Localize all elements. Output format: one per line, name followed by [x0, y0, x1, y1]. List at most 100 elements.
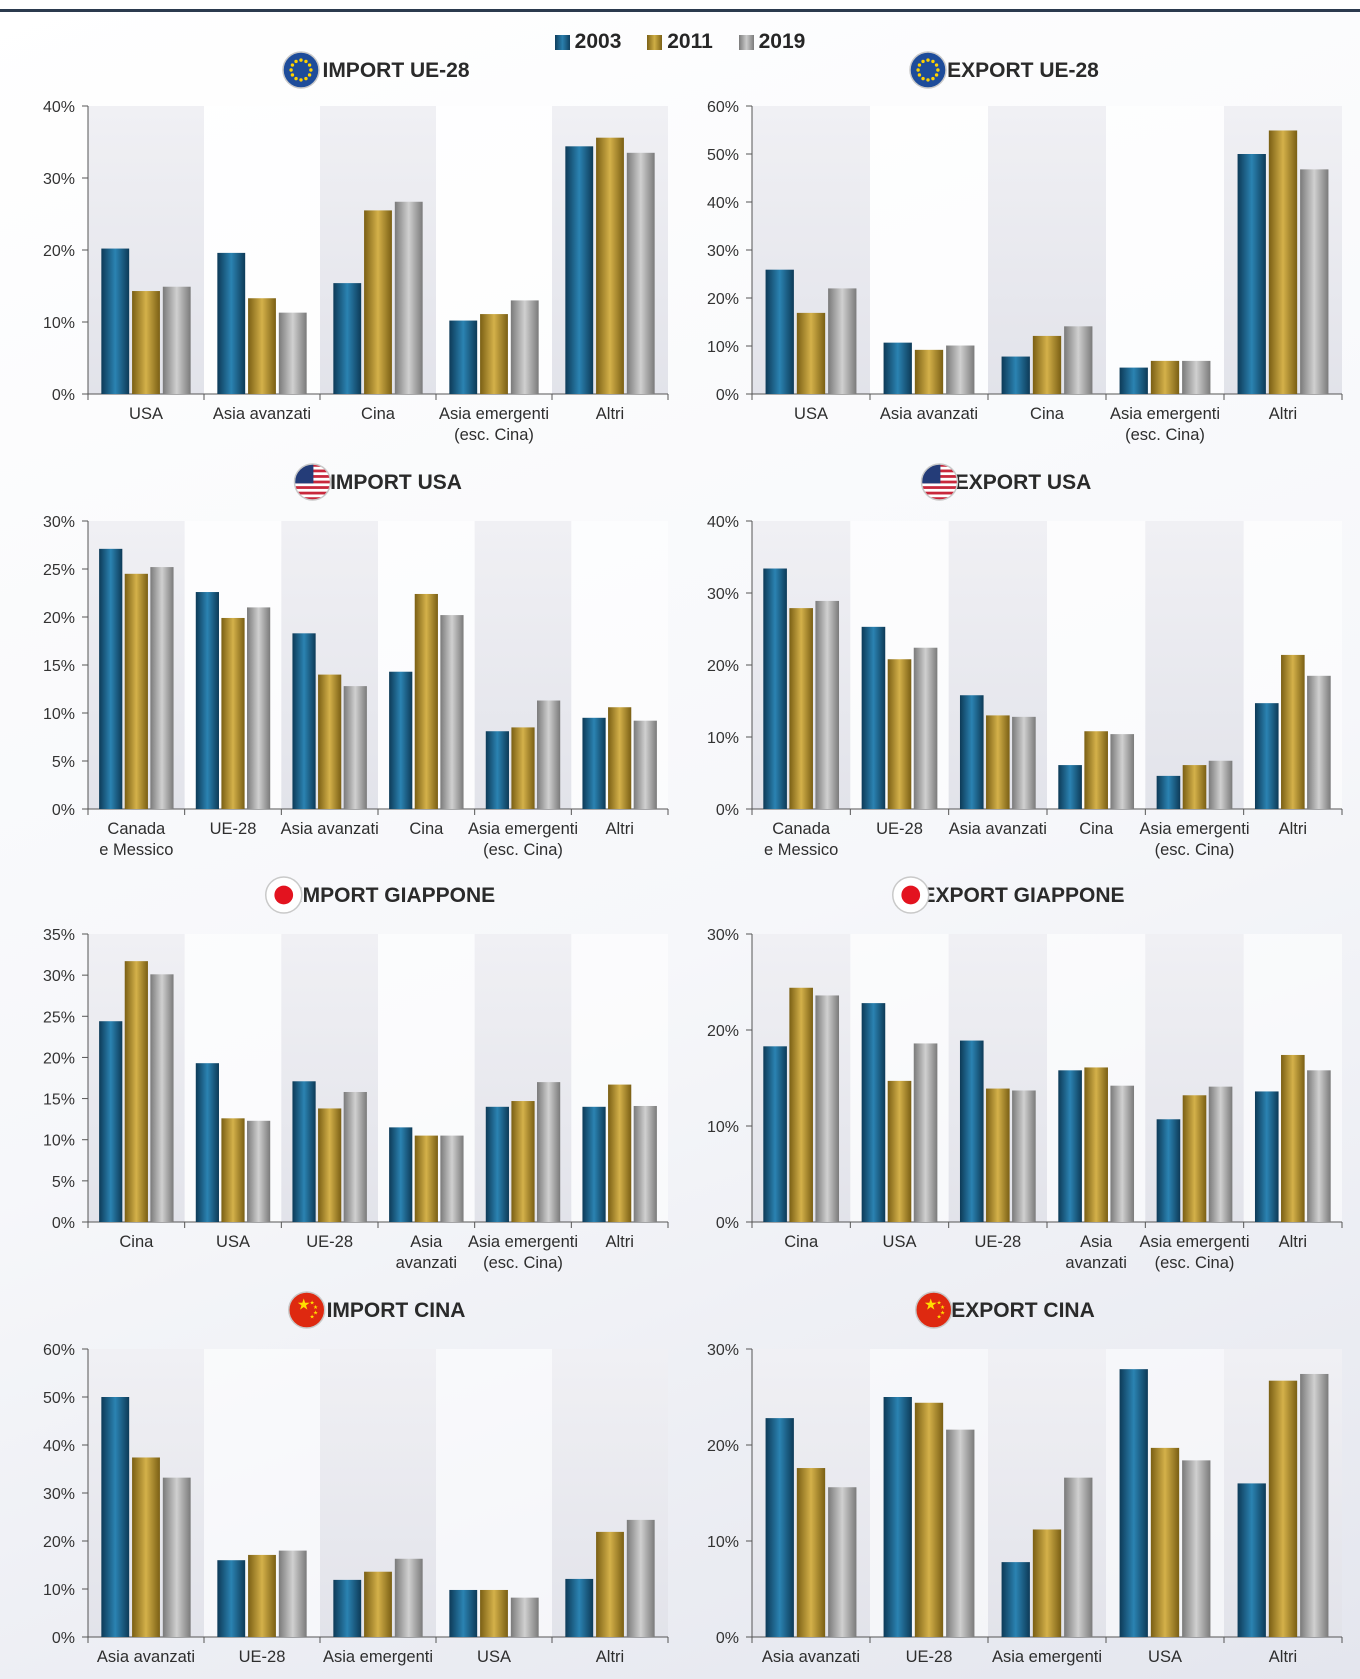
eu-flag-star	[309, 68, 313, 72]
bar-2011	[364, 1571, 392, 1637]
category-label: Asia avanzati	[762, 1648, 860, 1666]
flag-rim	[265, 876, 303, 914]
us-flag-stripe	[294, 497, 331, 500]
bar-2019	[946, 1429, 975, 1637]
bar-2003	[389, 671, 413, 809]
china-flag-small-star: ★	[940, 1310, 945, 1317]
japan-flag-sun	[901, 885, 921, 905]
bar-2011	[986, 1088, 1010, 1222]
category-label: Asia emergenti	[468, 1233, 578, 1251]
y-tick-label: 0%	[52, 1215, 75, 1232]
category-label: (esc. Cina)	[454, 426, 534, 444]
y-tick-label: 30%	[707, 586, 739, 603]
legend: 2003 2011 2019	[0, 30, 1360, 56]
y-tick-label: 30%	[707, 1342, 739, 1359]
bar-2003	[1119, 367, 1148, 394]
category-label: Asia	[1080, 1233, 1113, 1251]
bar-2003	[959, 695, 984, 809]
legend-swatch-2019	[738, 34, 754, 50]
eu-flag-star	[307, 63, 312, 67]
y-tick-label: 20%	[43, 610, 75, 627]
category-label: Cina	[361, 405, 396, 423]
bar-2019	[537, 1082, 561, 1222]
bar-2003	[765, 269, 794, 394]
y-tick-label: 40%	[43, 99, 75, 116]
bar-2003	[1001, 1562, 1030, 1637]
bar-2003	[333, 283, 362, 394]
bar-2003	[101, 248, 130, 394]
bar-2003	[195, 592, 219, 809]
eu-flag-star	[917, 63, 922, 67]
bar-2011	[596, 1531, 624, 1637]
bar-2011	[318, 674, 342, 809]
category-label: Altri	[605, 1233, 633, 1251]
bar-2011	[1032, 335, 1062, 394]
category-label: UE-28	[210, 820, 257, 838]
japan-flag-icon	[265, 877, 302, 913]
bar-2019	[440, 1135, 464, 1222]
chart-title: EXPORT CINA	[951, 1299, 1095, 1322]
y-tick-label: 30%	[707, 243, 739, 260]
bar-2019	[510, 300, 539, 394]
us-flag-icon	[921, 464, 958, 500]
bar-2019	[913, 1043, 938, 1222]
bar-2019	[1110, 734, 1135, 809]
eu-flag-star	[926, 78, 930, 82]
bar-2011	[608, 1084, 632, 1222]
category-label: Altri	[1269, 1648, 1297, 1666]
bar-2011	[1268, 1380, 1298, 1637]
y-tick-label: 10%	[43, 1582, 75, 1599]
y-tick-label: 0%	[716, 802, 739, 819]
bar-2019	[162, 286, 191, 394]
bar-2003	[99, 548, 123, 809]
bar-2011	[1084, 731, 1108, 809]
legend-label-2019: 2019	[758, 30, 806, 53]
y-tick-label: 35%	[43, 927, 75, 944]
bar-2019	[1208, 760, 1233, 809]
bar-2003	[389, 1127, 413, 1222]
china-flag-icon: ★★★★★	[288, 1292, 325, 1328]
top-rule	[0, 0, 1360, 12]
chart-title: IMPORT GIAPPONE	[297, 884, 495, 907]
category-label: USA	[883, 1233, 917, 1251]
bar-2003	[1058, 765, 1082, 809]
bar-2019	[1064, 326, 1093, 394]
bar-2011	[789, 608, 813, 809]
us-flag-stripe	[921, 497, 958, 500]
china-flag-big-star: ★	[297, 1296, 311, 1314]
china-flag-field	[288, 1292, 325, 1328]
category-label: Asia emergenti	[1139, 820, 1249, 838]
chart-import-usa: IMPORT USA 0% 5% 10% 15% 20% 25% 30% Canada e Mes…	[43, 463, 669, 859]
y-tick-label: 30%	[43, 1486, 75, 1503]
y-tick-label: 10%	[43, 1133, 75, 1150]
bar-2011	[1182, 765, 1207, 809]
category-label: Cina	[409, 820, 444, 838]
bar-2019	[343, 1091, 367, 1222]
bar-2003	[1119, 1369, 1148, 1637]
y-tick-label: 20%	[707, 291, 739, 308]
us-flag-stripe	[294, 491, 331, 495]
y-tick-label: 30%	[43, 514, 75, 531]
bar-2011	[248, 1554, 276, 1637]
eu-flag-star	[299, 58, 303, 62]
bar-2011	[318, 1108, 342, 1222]
y-tick-label: 10%	[43, 315, 75, 332]
bar-2011	[221, 1118, 245, 1222]
bar-2019	[1012, 1090, 1036, 1222]
eu-flag-star	[926, 58, 930, 62]
category-label: Altri	[1279, 820, 1307, 838]
y-tick-label: 25%	[43, 562, 75, 579]
category-label: Asia avanzati	[949, 820, 1047, 838]
category-label: Altri	[596, 1648, 624, 1666]
chart-export-usa: EXPORT USA 0% 10% 20% 30% 40% Canada e Messico U…	[707, 463, 1343, 859]
bar-2011	[414, 593, 438, 809]
eu-flag-star	[289, 68, 293, 72]
category-label: (esc. Cina)	[1155, 841, 1235, 859]
bar-2011	[596, 137, 624, 394]
china-flag-small-star: ★	[940, 1304, 945, 1311]
bar-2003	[292, 1081, 316, 1222]
category-label: Altri	[1269, 405, 1297, 423]
category-label: avanzati	[396, 1254, 457, 1272]
eu-flag-star	[917, 73, 922, 77]
y-tick-label: 60%	[707, 99, 739, 116]
